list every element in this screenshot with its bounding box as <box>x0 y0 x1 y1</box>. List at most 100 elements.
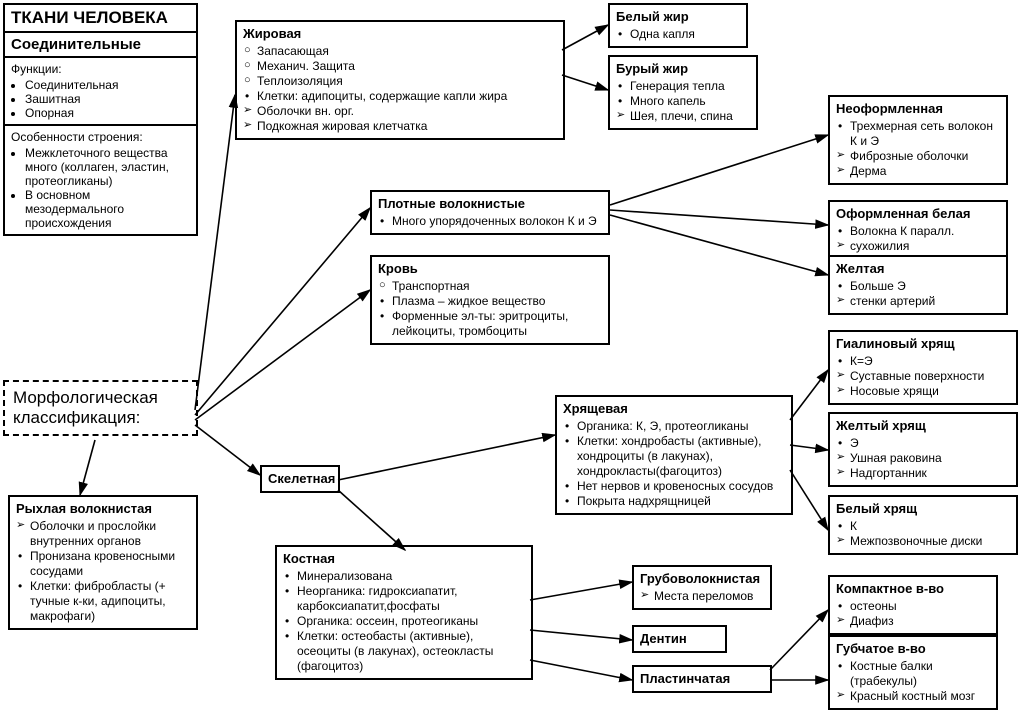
node-title: Белый жир <box>616 9 740 25</box>
node-title: Гиалиновый хрящ <box>836 336 1010 352</box>
node-items: Генерация теплаМного капельШея, плечи, с… <box>616 79 750 124</box>
functions-list: СоединительнаяЗашитнаяОпорная <box>11 78 190 120</box>
main-title: ТКАНИ ЧЕЛОВЕКА <box>5 5 196 33</box>
node-items: Больше Эстенки артерий <box>836 279 1000 309</box>
node-title: Грубоволокнистая <box>640 571 764 587</box>
header-box: ТКАНИ ЧЕЛОВЕКА Соединительные Функции: С… <box>3 3 198 236</box>
node-items: остеоныДиафиз <box>836 599 990 629</box>
node-items: Органика: К, Э, протеогликаныКлетки: хон… <box>563 419 785 509</box>
node-title: Рыхлая волокнистая <box>16 501 190 517</box>
list-item: Минерализована <box>297 569 525 584</box>
list-item: Соединительная <box>25 78 190 92</box>
list-item: Клетки: хондробасты (активные), хондроци… <box>577 434 785 479</box>
node-unformed: Неоформленная Трехмерная сеть волокон К и… <box>828 95 1008 185</box>
node-skeletal: Скелетная <box>260 465 340 493</box>
functions-section: Функции: СоединительнаяЗашитнаяОпорная <box>5 58 196 126</box>
node-items: МинерализованаНеорганика: гидроксиапатит… <box>283 569 525 674</box>
node-items: ЭУшная раковинаНадгортанник <box>836 436 1010 481</box>
list-item: Много упорядоченных волокон К и Э <box>392 214 602 229</box>
list-item: Костные балки (трабекулы) <box>850 659 990 689</box>
node-brown-fat: Бурый жир Генерация теплаМного капельШея,… <box>608 55 758 130</box>
list-item: Красный костный мозг <box>850 689 990 704</box>
list-item: Механич. Защита <box>257 59 557 74</box>
list-item: Надгортанник <box>850 466 1010 481</box>
node-cartilage: Хрящевая Органика: К, Э, протеогликаныКле… <box>555 395 793 515</box>
list-item: Зашитная <box>25 92 190 106</box>
node-title: Костная <box>283 551 525 567</box>
node-items: ТранспортнаяПлазма – жидкое веществоФорм… <box>378 279 602 339</box>
node-title: Пластинчатая <box>640 671 764 687</box>
list-item: Много капель <box>630 94 750 109</box>
node-white-fat: Белый жир Одна капля <box>608 3 748 48</box>
node-items: ЗапасающаяМеханич. ЗащитаТеплоизоляцияКл… <box>243 44 557 134</box>
node-title: Дентин <box>640 631 719 647</box>
list-item: Клетки: адипоциты, содержащие капли жира <box>257 89 557 104</box>
list-item: сухожилия <box>850 239 1000 254</box>
node-items: КМежпозвоночные диски <box>836 519 1010 549</box>
list-item: Трехмерная сеть волокон К и Э <box>850 119 1000 149</box>
list-item: Неорганика: гидроксиапатит, карбоксиапат… <box>297 584 525 614</box>
node-title: Бурый жир <box>616 61 750 77</box>
list-item: Покрыта надхрящницей <box>577 494 785 509</box>
list-item: Клетки: фибробласты (+ тучные к-ки, адип… <box>30 579 190 624</box>
node-title: Желтый хрящ <box>836 418 1010 434</box>
node-items: Оболочки и прослойки внутренних органовП… <box>16 519 190 624</box>
list-item: Генерация тепла <box>630 79 750 94</box>
list-item: Запасающая <box>257 44 557 59</box>
node-title: Неоформленная <box>836 101 1000 117</box>
list-item: Опорная <box>25 106 190 120</box>
list-item: В основном мезодермального происхождения <box>25 188 190 230</box>
list-item: Оболочки и прослойки внутренних органов <box>30 519 190 549</box>
node-bone: Костная МинерализованаНеорганика: гидрокс… <box>275 545 533 680</box>
node-items: К=ЭСуставные поверхностиНосовые хрящи <box>836 354 1010 399</box>
list-item: Пронизана кровеносными сосудами <box>30 549 190 579</box>
node-hyaline: Гиалиновый хрящ К=ЭСуставные поверхностиН… <box>828 330 1018 405</box>
node-adipose: ЖироваяЗапасающаяМеханич. ЗащитаТеплоизо… <box>235 20 565 140</box>
node-items: Волокна К паралл.сухожилия <box>836 224 1000 254</box>
list-item: К <box>850 519 1010 534</box>
node-items: Много упорядоченных волокон К и Э <box>378 214 602 229</box>
node-compact: Компактное в-во остеоныДиафиз <box>828 575 998 635</box>
node-title: Компактное в-во <box>836 581 990 597</box>
list-item: Волокна К паралл. <box>850 224 1000 239</box>
list-item: Больше Э <box>850 279 1000 294</box>
node-title: Губчатое в-во <box>836 641 990 657</box>
list-item: Теплоизоляция <box>257 74 557 89</box>
subtitle: Соединительные <box>5 33 196 58</box>
node-blood: КровьТранспортнаяПлазма – жидкое веществ… <box>370 255 610 345</box>
node-white-cartilage: Белый хрящКМежпозвоночные диски <box>828 495 1018 555</box>
node-dense-fibrous: Плотные волокнистые Много упорядоченных в… <box>370 190 610 235</box>
list-item: Диафиз <box>850 614 990 629</box>
list-item: Одна капля <box>630 27 740 42</box>
list-item: Органика: К, Э, протеогликаны <box>577 419 785 434</box>
functions-label: Функции: <box>11 62 62 76</box>
morphology-label: Морфологическая классификация: <box>13 388 158 427</box>
structure-section: Особенности строения: Межклеточного веще… <box>5 126 196 234</box>
node-loose-fibrous: Рыхлая волокнистая Оболочки и прослойки в… <box>8 495 198 630</box>
list-item: К=Э <box>850 354 1010 369</box>
node-items: Места переломов <box>640 589 764 604</box>
list-item: Дерма <box>850 164 1000 179</box>
node-yellow: ЖелтаяБольше Эстенки артерий <box>828 255 1008 315</box>
node-items: Одна капля <box>616 27 740 42</box>
list-item: стенки артерий <box>850 294 1000 309</box>
list-item: Межклеточного вещества много (коллаген, … <box>25 146 190 188</box>
node-title: Хрящевая <box>563 401 785 417</box>
list-item: остеоны <box>850 599 990 614</box>
node-lamellar: Пластинчатая <box>632 665 772 693</box>
list-item: Органика: оссеин, протеогиканы <box>297 614 525 629</box>
node-title: Скелетная <box>268 471 332 487</box>
node-yellow-cartilage: Желтый хрящ ЭУшная раковинаНадгортанник <box>828 412 1018 487</box>
list-item: Шея, плечи, спина <box>630 109 750 124</box>
node-dentin: Дентин <box>632 625 727 653</box>
structure-label: Особенности строения: <box>11 130 143 144</box>
structure-list: Межклеточного вещества много (коллаген, … <box>11 146 190 230</box>
list-item: Форменные эл-ты: эритроциты, лейкоциты, … <box>392 309 602 339</box>
list-item: Плазма – жидкое вещество <box>392 294 602 309</box>
list-item: Суставные поверхности <box>850 369 1010 384</box>
list-item: Транспортная <box>392 279 602 294</box>
node-formed-white: Оформленная белая Волокна К паралл.сухожи… <box>828 200 1008 260</box>
node-title: Оформленная белая <box>836 206 1000 222</box>
node-title: Плотные волокнистые <box>378 196 602 212</box>
list-item: Оболочки вн. орг. <box>257 104 557 119</box>
